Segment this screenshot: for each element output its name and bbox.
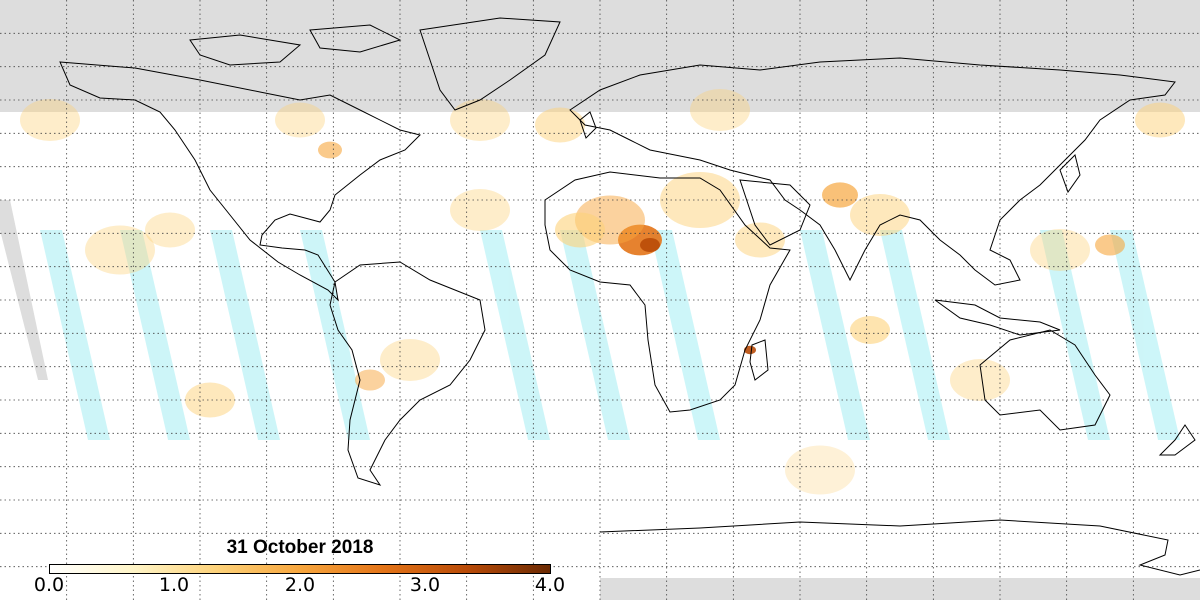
aerosol-patch [1095, 234, 1125, 256]
aerosol-patch [20, 99, 80, 141]
aerosol-patch [640, 238, 660, 252]
colorbar-tick-label: 4.0 [534, 574, 566, 596]
aerosol-field [20, 89, 1185, 495]
no-data-swath-gap [0, 200, 48, 380]
low-value-swath [650, 230, 720, 440]
aerosol-patch [355, 369, 385, 391]
aerosol-patch [450, 99, 510, 141]
colorbar-tick-label: 3.0 [409, 574, 441, 596]
aerosol-patch [185, 382, 235, 418]
low-value-swath [300, 230, 370, 440]
low-value-swath [800, 230, 870, 440]
aerosol-patch [735, 222, 785, 258]
aerosol-patch [660, 172, 740, 228]
aerosol-patch [380, 339, 440, 381]
aerosol-patch [450, 189, 510, 231]
low-value-swath [120, 230, 190, 440]
aerosol-patch [822, 182, 858, 208]
low-value-swath [880, 230, 950, 440]
aerosol-patch [744, 345, 756, 355]
colorbar-tick-label: 1.0 [158, 574, 190, 596]
aerosol-patch [950, 359, 1010, 401]
low-value-swath [480, 230, 550, 440]
aerosol-patch [1030, 229, 1090, 271]
low-value-swath [1110, 230, 1180, 440]
aerosol-patch [318, 141, 342, 159]
date-title: 31 October 2018 [226, 537, 374, 558]
low-value-swath [560, 230, 630, 440]
aerosol-patch [785, 445, 855, 495]
aerosol-patch [145, 212, 195, 248]
colorbar-tick-label: 0.0 [33, 574, 65, 596]
aerosol-patch [1135, 102, 1185, 138]
aerosol-patch [275, 102, 325, 138]
aerosol-patch [555, 212, 605, 248]
coastlines [59, 17, 1200, 576]
low-value-swaths [40, 230, 1180, 440]
aerosol-patch [690, 89, 750, 131]
aerosol-patch [850, 316, 890, 344]
low-value-swath [210, 230, 280, 440]
low-value-swath [1040, 230, 1110, 440]
low-value-swath [40, 230, 110, 440]
aerosol-patch [850, 194, 910, 236]
colorbar [49, 564, 551, 574]
no-data-region-south [600, 578, 1200, 600]
colorbar-tick-label: 2.0 [284, 574, 316, 596]
aerosol-patch [85, 225, 155, 275]
aerosol-patch [535, 107, 585, 143]
